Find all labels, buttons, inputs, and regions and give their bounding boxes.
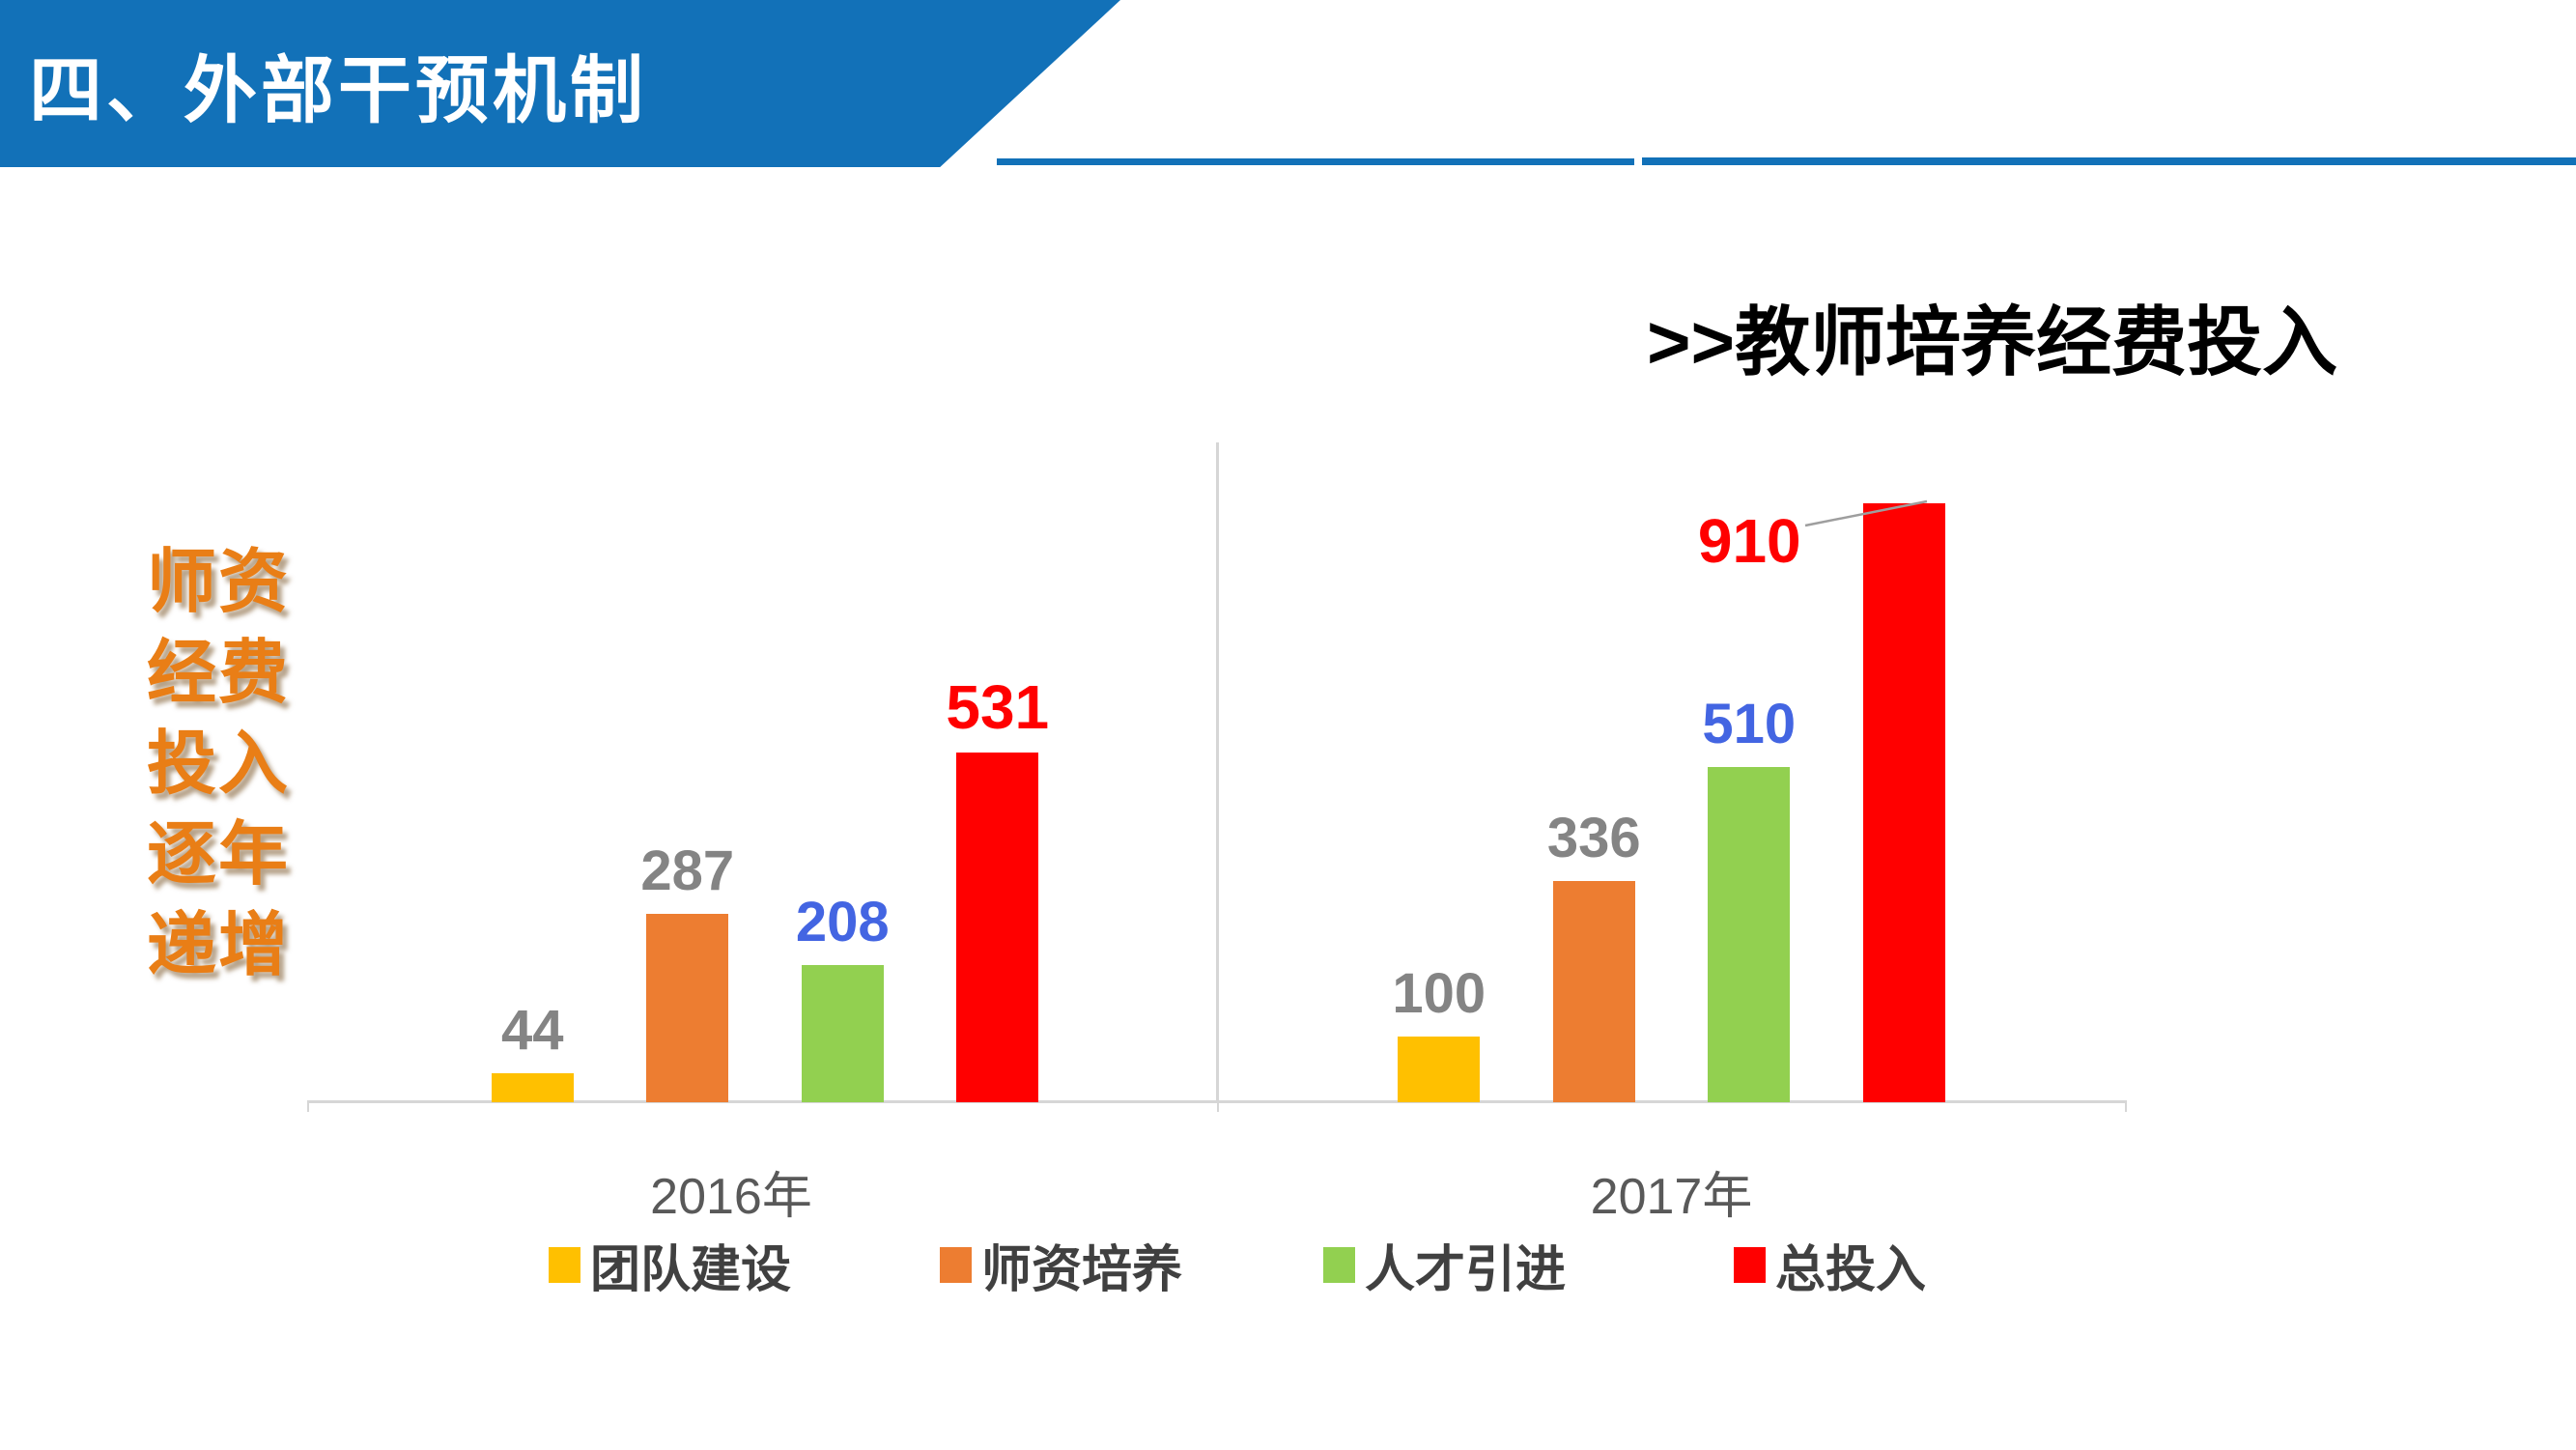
category-label-2016年: 2016年 <box>650 1169 812 1225</box>
value-label-团队建设-2017年: 100 <box>1392 962 1486 1025</box>
value-label-人才引进-2016年: 208 <box>795 891 890 953</box>
bar-团队建设-2016年 <box>491 1073 574 1102</box>
bar-总投入-2016年 <box>956 753 1039 1102</box>
header-banner: 四、外部干预机制 <box>0 0 1120 167</box>
value-label-总投入-2016年: 531 <box>946 672 1050 742</box>
bar-团队建设-2017年 <box>1398 1037 1481 1102</box>
legend-swatch-icon <box>940 1246 972 1283</box>
legend-swatch-icon <box>1734 1246 1766 1283</box>
section-title: >>教师培养经费投入 <box>1647 299 2338 384</box>
header-rule-left <box>997 158 1634 165</box>
legend-item-师资培养: 师资培养 <box>940 1237 1182 1298</box>
header-rule-right <box>1642 157 2576 165</box>
legend-label: 团队建设 <box>590 1241 792 1298</box>
axis-tick-middle <box>1217 1100 1219 1112</box>
value-label-师资培养-2016年: 287 <box>640 839 735 902</box>
legend-label: 师资培养 <box>981 1241 1183 1298</box>
legend-swatch-icon <box>549 1246 580 1283</box>
category-divider-line <box>1216 442 1219 1102</box>
side-note: 师资经费投入逐年递增 <box>147 537 311 991</box>
side-note-line: 经费 <box>147 635 291 712</box>
side-note-line: 投入 <box>147 725 291 803</box>
legend-item-总投入: 总投入 <box>1734 1237 1926 1298</box>
data-label-leader-line <box>1804 499 1928 527</box>
axis-tick-left <box>307 1100 309 1112</box>
legend-swatch-icon <box>1323 1246 1355 1283</box>
bar-师资培养-2016年 <box>646 914 729 1102</box>
legend-item-团队建设: 团队建设 <box>549 1237 791 1298</box>
legend-label: 总投入 <box>1775 1241 1927 1298</box>
axis-tick-right <box>2125 1100 2127 1112</box>
side-note-line: 逐年 <box>147 816 291 894</box>
value-label-人才引进-2017年: 510 <box>1702 693 1797 755</box>
value-label-团队建设-2016年: 44 <box>500 999 564 1062</box>
side-note-line: 递增 <box>147 907 291 984</box>
page-title: 四、外部干预机制 <box>29 49 647 132</box>
value-label-总投入-2017年: 910 <box>1697 506 1801 576</box>
side-note-line: 师资 <box>147 544 291 621</box>
category-label-2017年: 2017年 <box>1590 1169 1753 1225</box>
value-label-师资培养-2017年: 336 <box>1546 807 1641 869</box>
bar-人才引进-2017年 <box>1708 767 1791 1102</box>
legend-label: 人才引进 <box>1365 1241 1567 1298</box>
bar-师资培养-2017年 <box>1552 881 1635 1102</box>
legend-item-人才引进: 人才引进 <box>1323 1237 1566 1298</box>
bar-人才引进-2016年 <box>801 965 884 1102</box>
bar-总投入-2017年 <box>1862 503 1945 1102</box>
